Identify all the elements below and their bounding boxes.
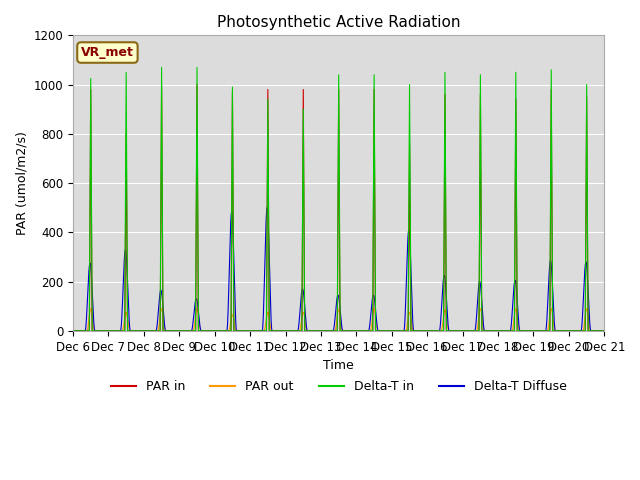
PAR in [164,328,172,334]
Delta-T in [157,64,165,70]
X-axis label: Time: Time [323,359,354,372]
PAR in [600,328,608,334]
Delta-T in [69,328,77,334]
PAR in [157,82,165,87]
PAR out [458,328,465,334]
PAR out [69,328,77,334]
Delta-T Diffuse [263,205,271,211]
Delta-T in [319,328,326,334]
Y-axis label: PAR (umol/m2/s): PAR (umol/m2/s) [15,131,28,235]
PAR in [319,328,326,334]
Delta-T Diffuse [458,328,465,334]
PAR in [488,328,495,334]
Delta-T Diffuse [164,328,172,334]
PAR out [164,328,172,334]
Delta-T in [458,328,465,334]
Delta-T Diffuse [69,328,77,334]
Delta-T Diffuse [319,328,326,334]
Legend: PAR in, PAR out, Delta-T in, Delta-T Diffuse: PAR in, PAR out, Delta-T in, Delta-T Dif… [106,375,572,398]
PAR out [600,328,607,334]
Title: Photosynthetic Active Radiation: Photosynthetic Active Radiation [217,15,460,30]
PAR out [488,328,495,334]
PAR in [458,328,465,334]
PAR out [319,328,326,334]
PAR out [87,306,95,312]
PAR out [600,328,608,334]
Delta-T in [164,328,172,334]
Delta-T Diffuse [600,328,607,334]
Line: Delta-T Diffuse: Delta-T Diffuse [73,208,604,331]
Text: VR_met: VR_met [81,46,134,59]
Line: PAR in: PAR in [73,84,604,331]
Delta-T in [428,328,436,334]
Line: Delta-T in: Delta-T in [73,67,604,331]
Delta-T Diffuse [428,328,436,334]
Delta-T in [600,328,607,334]
PAR in [69,328,77,334]
PAR in [428,328,436,334]
PAR in [600,328,607,334]
Delta-T in [488,328,495,334]
Delta-T in [600,328,608,334]
Delta-T Diffuse [488,328,495,334]
Delta-T Diffuse [600,328,608,334]
Line: PAR out: PAR out [73,309,604,331]
PAR out [428,328,436,334]
